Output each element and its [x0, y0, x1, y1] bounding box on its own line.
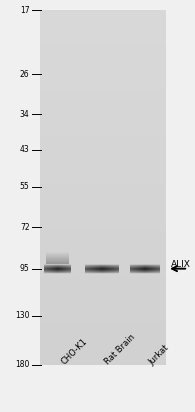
Text: 17: 17: [20, 6, 30, 15]
Text: 95: 95: [20, 264, 30, 273]
Text: 55: 55: [20, 182, 30, 191]
Text: 180: 180: [15, 360, 30, 369]
Text: 43: 43: [20, 145, 30, 154]
Text: 72: 72: [20, 222, 30, 232]
Text: 34: 34: [20, 110, 30, 119]
Text: Rat Brain: Rat Brain: [103, 333, 137, 367]
Text: ALIX: ALIX: [171, 260, 191, 269]
Bar: [40, 10, 165, 365]
Text: Jurkat: Jurkat: [147, 343, 171, 367]
Text: CHO-K1: CHO-K1: [59, 337, 89, 367]
Text: 130: 130: [15, 311, 30, 320]
Text: 26: 26: [20, 70, 30, 79]
